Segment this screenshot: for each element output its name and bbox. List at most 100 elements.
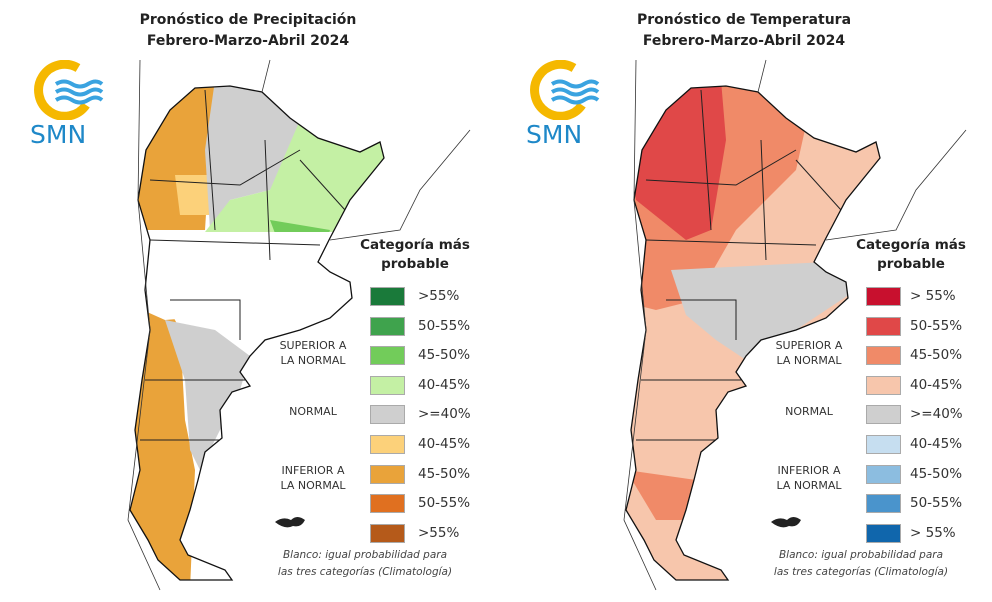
legend-label: 40-45%	[910, 376, 963, 393]
footnote-line-1: Blanco: igual probabilidad para	[282, 549, 448, 561]
legend-swatch	[370, 464, 405, 484]
province-border	[264, 139, 271, 261]
legend-swatch	[866, 375, 901, 395]
title-line-1: Pronóstico de Precipitación	[139, 12, 357, 28]
legend-label: >55%	[418, 524, 460, 541]
legend-label: 45-50%	[910, 465, 963, 482]
cat-label: INFERIOR A	[777, 464, 841, 477]
smn-logo: SMN	[524, 59, 604, 150]
cat-label: LA NORMAL	[280, 479, 346, 492]
forecast-region	[671, 262, 856, 360]
map-title: Pronóstico de Precipitación Febrero-Marz…	[0, 10, 496, 52]
legend-swatch	[866, 464, 901, 484]
category-inferior: INFERIOR A LA NORMAL	[268, 463, 358, 493]
category-normal: NORMAL	[289, 405, 337, 418]
province-border	[299, 159, 346, 211]
legend-swatch	[866, 287, 901, 306]
province-border	[760, 139, 767, 261]
argentina-map	[623, 59, 967, 591]
cat-label: SUPERIOR A	[279, 339, 347, 352]
legend-title-line-2: probable	[877, 256, 945, 272]
legend-swatch	[866, 316, 901, 336]
category-superior: SUPERIOR A LA NORMAL	[764, 338, 854, 368]
footnote-line-2: las tres categorías (Climatología)	[773, 566, 949, 578]
legend-label: > 55%	[910, 524, 956, 541]
legend-label: 40-45%	[910, 436, 963, 452]
legend-label: 45-50%	[910, 347, 963, 364]
legend-label: > 55%	[910, 288, 956, 304]
legend-swatch	[370, 405, 405, 425]
legend-title: Categoría más probable	[345, 236, 485, 274]
province-border	[170, 299, 241, 340]
neighbour-border	[757, 59, 767, 93]
province-border	[795, 159, 842, 211]
logo-text: SMN	[526, 120, 583, 149]
smn-logo: SMN	[28, 59, 108, 150]
forecast-region	[205, 86, 300, 230]
legend-label: 40-45%	[418, 436, 471, 452]
islands-shape	[771, 517, 801, 528]
forecast-region	[626, 470, 696, 520]
neighbour-border	[825, 129, 967, 241]
legend-label: >55%	[418, 288, 460, 304]
legend-label: 50-55%	[910, 495, 963, 512]
title-line-2: Febrero-Marzo-Abril 2024	[146, 33, 350, 49]
cat-label: LA NORMAL	[776, 479, 842, 492]
legend-label: 50-55%	[418, 495, 471, 512]
legend-swatch	[370, 375, 405, 395]
neighbour-border	[127, 59, 161, 591]
legend-title-line-2: probable	[381, 256, 449, 272]
legend-label: >=40%	[910, 406, 963, 423]
category-superior: SUPERIOR A LA NORMAL	[268, 338, 358, 368]
neighbour-border	[329, 129, 471, 241]
forecast-region	[175, 175, 210, 215]
legend-swatch	[370, 494, 405, 514]
country-outline	[625, 85, 881, 581]
province-border	[700, 89, 712, 231]
legend-label: 50-55%	[910, 317, 963, 334]
legend-swatch	[370, 523, 405, 543]
cat-label: INFERIOR A	[281, 464, 345, 477]
legend-label: 45-50%	[418, 465, 471, 482]
category-inferior: INFERIOR A LA NORMAL	[764, 463, 854, 493]
legend-swatch	[866, 435, 901, 454]
legend-swatch	[866, 405, 901, 425]
footnote-line-1: Blanco: igual probabilidad para	[778, 549, 944, 561]
legend-title-line-1: Categoría más	[360, 237, 470, 253]
country-outline	[129, 85, 385, 581]
neighbour-border	[261, 59, 271, 93]
footnote-line-2: las tres categorías (Climatología)	[277, 566, 453, 578]
neighbour-border	[623, 59, 657, 591]
province-border	[645, 239, 817, 246]
legend-swatch	[866, 494, 901, 514]
legend-swatch	[370, 316, 405, 336]
category-normal: NORMAL	[785, 405, 833, 418]
legend-title-line-1: Categoría más	[856, 237, 966, 253]
province-border	[204, 89, 216, 231]
forecast-region	[165, 320, 250, 470]
precipitation-panel: Pronóstico de Precipitación Febrero-Marz…	[0, 10, 496, 591]
footnote: Blanco: igual probabilidad para las tres …	[751, 547, 971, 581]
legend-title: Categoría más probable	[841, 236, 981, 274]
cat-label: LA NORMAL	[280, 354, 346, 367]
legend-swatch	[370, 435, 405, 454]
map-title: Pronóstico de Temperatura Febrero-Marzo-…	[496, 10, 992, 52]
legend-swatch	[866, 346, 901, 366]
province-border	[149, 239, 321, 246]
legend-label: 40-45%	[418, 376, 471, 393]
legend-swatch	[370, 287, 405, 306]
legend-swatch	[370, 346, 405, 366]
islands-shape	[275, 517, 305, 528]
logo-text: SMN	[30, 120, 87, 149]
cat-label: LA NORMAL	[776, 354, 842, 367]
smn-logo-icon	[530, 59, 600, 121]
province-border	[666, 299, 737, 340]
cat-label: SUPERIOR A	[775, 339, 843, 352]
legend-label: >=40%	[418, 406, 471, 423]
title-line-1: Pronóstico de Temperatura	[636, 12, 852, 28]
province-border	[149, 149, 301, 186]
legend-swatch	[866, 523, 901, 543]
temperature-panel: Pronóstico de Temperatura Febrero-Marzo-…	[496, 0, 992, 602]
title-line-2: Febrero-Marzo-Abril 2024	[642, 33, 846, 49]
legend-label: 45-50%	[418, 347, 471, 364]
